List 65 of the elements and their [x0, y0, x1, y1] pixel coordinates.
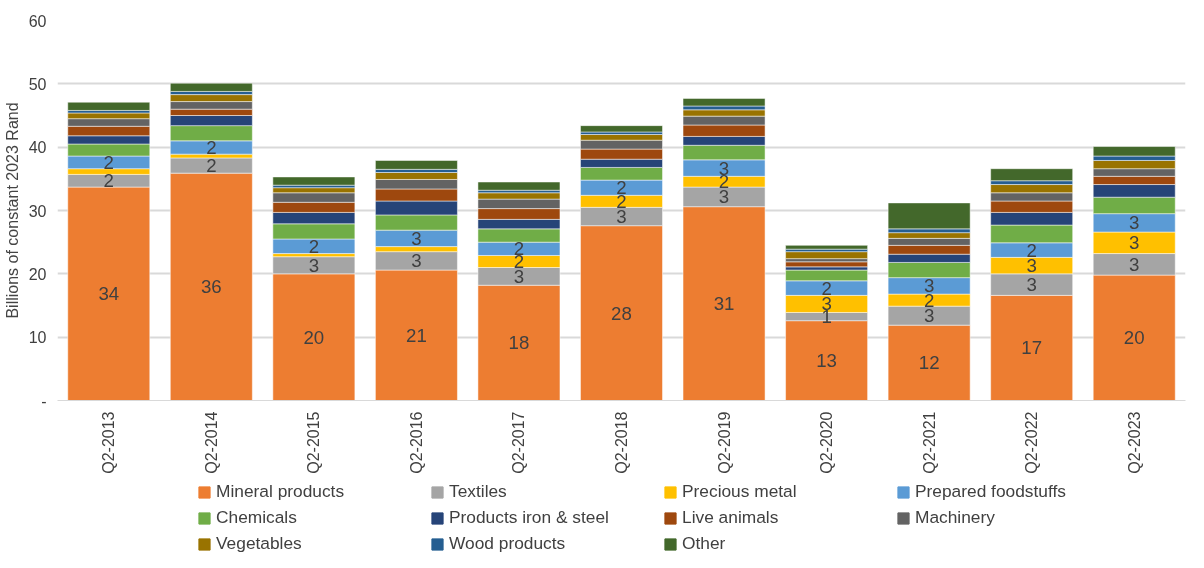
bar	[272, 176, 356, 186]
data-label: 12	[918, 352, 940, 374]
legend-label: Machinery	[915, 507, 996, 528]
data-label: 18	[508, 332, 530, 354]
bar	[1092, 146, 1176, 157]
data-label: 36	[200, 276, 222, 298]
x-tick-label: Q2-2021	[920, 411, 938, 474]
legend-label: Vegetables	[216, 533, 303, 554]
legend-label: Precious metal	[682, 481, 798, 502]
legend-label: Prepared foodstuffs	[915, 481, 1067, 502]
legend-label: Mineral products	[216, 481, 346, 502]
legend-label: Products iron & steel	[449, 507, 610, 528]
data-label: 2	[103, 151, 114, 173]
x-tick-label: Q2-2015	[305, 411, 323, 474]
data-label: 34	[98, 283, 120, 305]
data-label: 2	[308, 235, 320, 257]
y-tick-label: 60	[28, 12, 47, 30]
bar	[887, 202, 971, 230]
x-tick-label: Q2-2022	[1023, 411, 1041, 474]
data-label: 3	[411, 227, 422, 249]
data-label: 3	[1129, 212, 1140, 234]
y-tick-label: 20	[28, 265, 47, 283]
bar	[682, 98, 766, 107]
bar	[785, 261, 868, 268]
bar	[170, 82, 253, 92]
data-label: 17	[1021, 337, 1043, 359]
x-tick-label: Q2-2023	[1125, 411, 1143, 474]
data-label: 2	[103, 170, 114, 192]
data-label: 3	[1129, 253, 1140, 275]
x-tick-label: Q2-2017	[510, 411, 528, 474]
data-label: 2	[206, 155, 217, 177]
data-label: 2	[206, 136, 217, 158]
data-label: 28	[611, 302, 632, 324]
data-label: 3	[1026, 274, 1037, 296]
data-label: 13	[816, 350, 837, 372]
legend-label: Live animals	[682, 507, 780, 528]
bar	[990, 168, 1073, 181]
bar	[580, 125, 663, 133]
data-label: 3	[1129, 232, 1140, 254]
x-tick-label: Q2-2016	[407, 411, 425, 474]
y-tick-label: 10	[28, 329, 47, 347]
data-label: 21	[406, 324, 427, 346]
y-tick-label: 50	[28, 75, 47, 93]
legend-label: Wood products	[449, 533, 567, 554]
y-tick-label: -	[41, 392, 47, 410]
data-label: 20	[303, 326, 325, 348]
x-tick-label: Q2-2014	[202, 411, 220, 474]
legend-label: Textiles	[449, 481, 508, 502]
bar	[785, 251, 868, 259]
legend-label: Other	[682, 533, 727, 554]
data-label: 20	[1123, 327, 1145, 349]
data-label: 3	[411, 250, 422, 272]
y-axis-title: Billions of constant 2023 Rand	[3, 102, 21, 319]
x-tick-label: Q2-2018	[613, 411, 630, 474]
data-label: 3	[308, 254, 320, 276]
bar	[375, 160, 458, 170]
y-tick-label: 40	[28, 139, 47, 157]
y-tick-label: 30	[28, 202, 47, 220]
x-tick-label: Q2-2013	[100, 411, 118, 474]
x-tick-label: Q2-2019	[715, 411, 733, 474]
legend-label: Chemicals	[216, 507, 298, 528]
x-tick-label: Q2-2020	[818, 411, 836, 474]
bar	[67, 101, 151, 111]
data-label: 31	[713, 293, 735, 315]
bar	[477, 181, 561, 191]
